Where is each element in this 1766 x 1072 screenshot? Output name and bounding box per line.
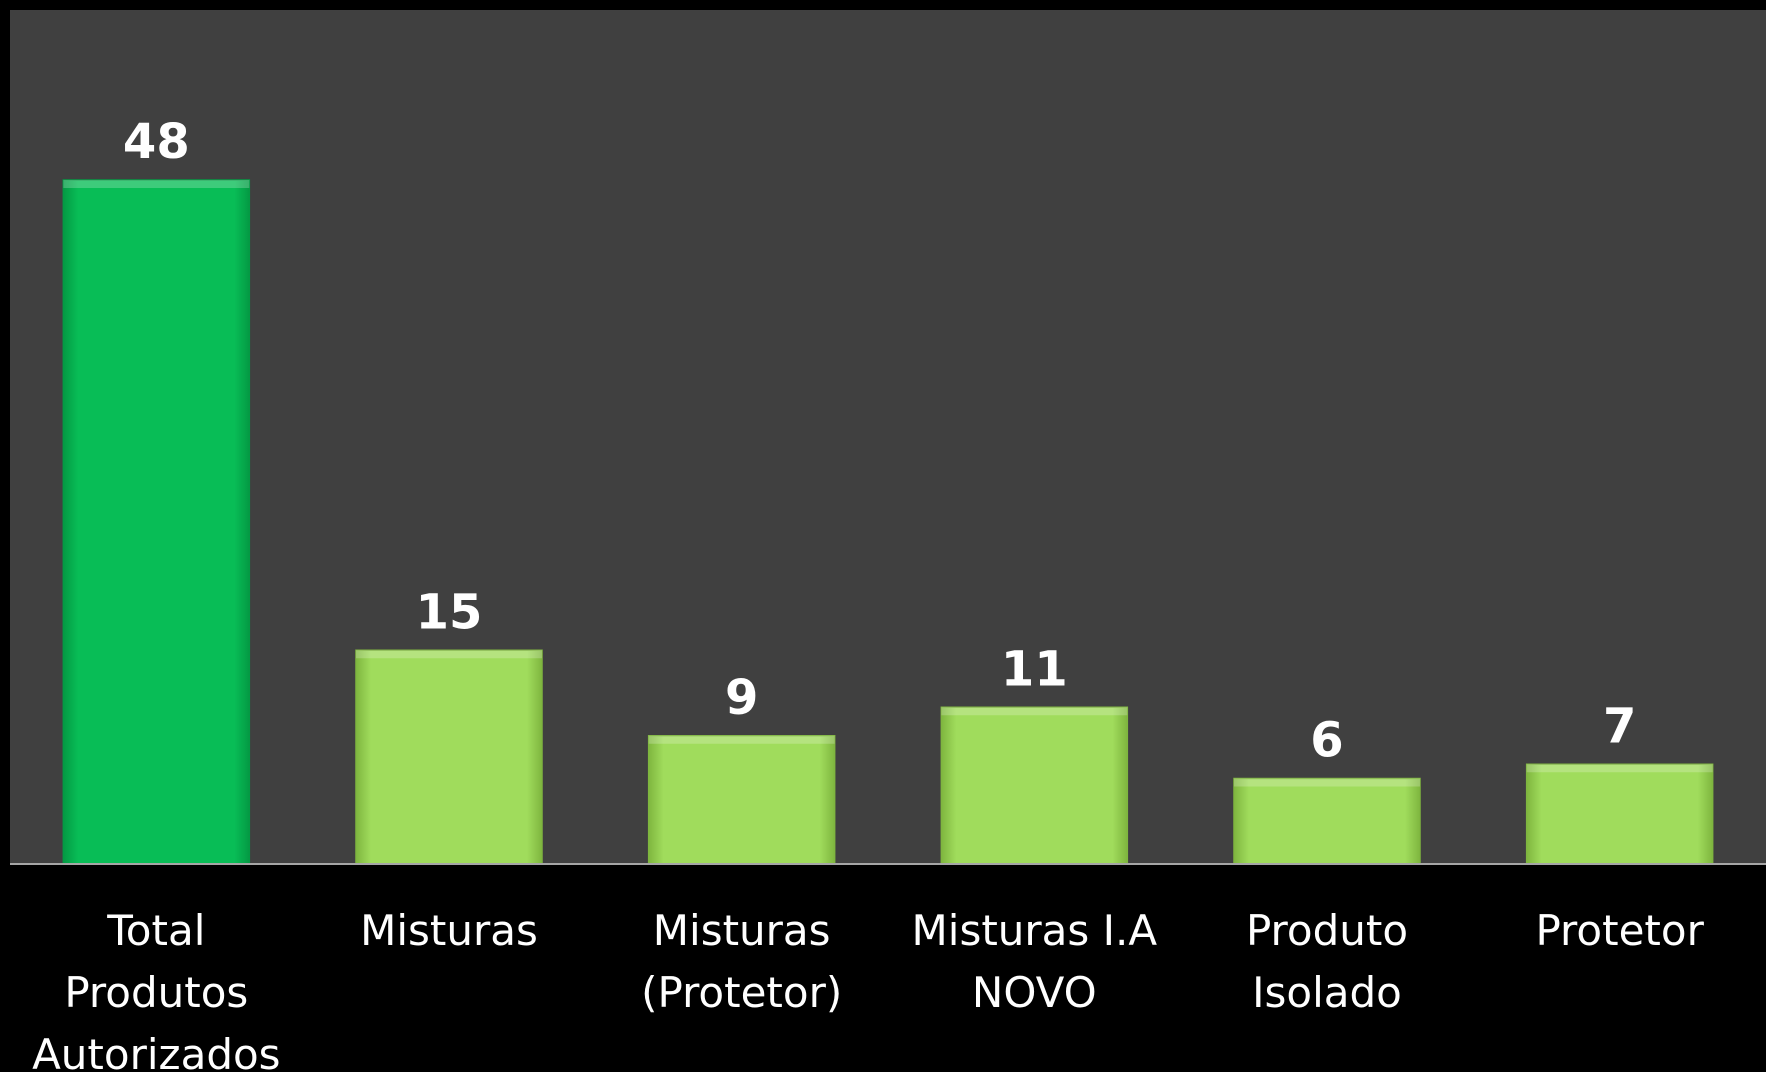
category-label-line: Produtos xyxy=(64,968,248,1017)
value-label-1: 48 xyxy=(123,114,190,170)
value-label-5: 6 xyxy=(1310,713,1343,769)
bar-bevel-6 xyxy=(1526,764,1713,773)
value-label-6: 7 xyxy=(1603,698,1636,754)
bar-bevel-4 xyxy=(941,707,1128,716)
category-label-line: Isolado xyxy=(1252,968,1402,1017)
category-label-line: Misturas I.A xyxy=(912,906,1158,955)
plot-area xyxy=(10,10,1766,864)
value-label-2: 15 xyxy=(416,584,483,640)
value-label-3: 9 xyxy=(725,670,758,726)
bar-bevel-5 xyxy=(1234,778,1420,787)
category-label-3: Misturas (Protetor) xyxy=(641,906,842,1017)
bar-6 xyxy=(1525,763,1714,865)
category-label-line: (Protetor) xyxy=(641,968,842,1017)
bar-bevel-2 xyxy=(356,650,542,659)
category-label-line: Misturas xyxy=(653,906,831,955)
bar-bevel-1 xyxy=(63,180,250,188)
category-label-line: NOVO xyxy=(972,968,1097,1017)
bar-4 xyxy=(940,706,1129,865)
category-label-line: Total xyxy=(106,906,205,955)
bar-bevel-3 xyxy=(648,735,835,744)
category-label-line: Autorizados xyxy=(32,1030,280,1072)
category-label-line: Misturas xyxy=(360,906,538,955)
bar-1 xyxy=(62,179,251,865)
category-label-line: Produto xyxy=(1246,906,1408,955)
category-label-5: Produto Isolado xyxy=(1246,906,1408,1017)
category-label-1: Total Produtos Autorizados xyxy=(32,906,280,1072)
category-label-6: Protetor xyxy=(1535,906,1704,955)
value-label-4: 11 xyxy=(1001,641,1068,697)
bar-5 xyxy=(1233,777,1421,865)
bar-3 xyxy=(647,735,836,865)
value-labels-group: 48 15 9 11 6 7 xyxy=(123,114,1636,769)
category-label-4: Misturas I.A NOVO xyxy=(912,906,1158,1017)
category-label-line: Protetor xyxy=(1535,906,1704,955)
category-label-2: Misturas xyxy=(360,906,538,955)
bar-2 xyxy=(355,649,543,865)
